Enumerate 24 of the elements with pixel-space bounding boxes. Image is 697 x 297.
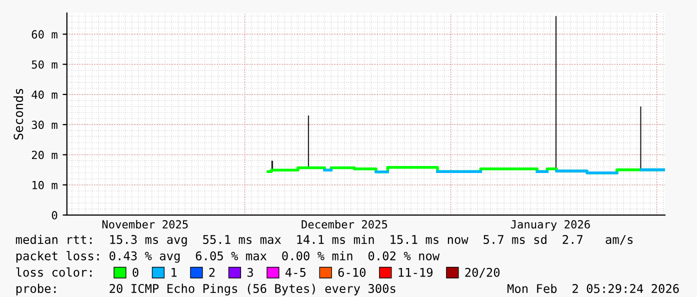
y-tick-label: 30 m bbox=[32, 120, 58, 130]
legend-label: 6-10 bbox=[338, 268, 366, 277]
legend-label: 0 bbox=[132, 268, 138, 277]
text: packet loss: 0.43 % avg 6.05 % max 0.00 % min 0.02 % now bbox=[16, 251, 440, 263]
legend-label: 4-5 bbox=[286, 268, 306, 277]
x-tick-label: November 2025 bbox=[102, 220, 188, 229]
legend-label: 11-19 bbox=[398, 268, 433, 277]
y-tick-label: 20 m bbox=[32, 150, 58, 160]
x-tick-label: December 2025 bbox=[302, 220, 388, 229]
legend-label: 2 bbox=[209, 268, 215, 277]
y-tick-label: 50 m bbox=[32, 60, 58, 69]
y-tick-label: 10 m bbox=[32, 180, 58, 190]
text: Mon Feb 2 05:29:24 2026 bbox=[507, 284, 679, 294]
text: median rtt: 15.3 ms avg 55.1 ms max 14.1 ms min 15.1 ms now 5.7 ms sd 2.7 am/s bbox=[16, 234, 633, 246]
text: probe: 20 ICMP Echo Pings (56 Bytes) every 300s bbox=[16, 284, 396, 296]
y-tick-label: 60 m bbox=[32, 30, 58, 39]
y-tick-label: 0 bbox=[52, 211, 58, 220]
y-axis-title: Seconds bbox=[13, 88, 24, 140]
legend-label: 20/20 bbox=[465, 268, 500, 278]
legend-label: 3 bbox=[247, 268, 253, 277]
legend-label: 1 bbox=[172, 268, 177, 277]
y-tick-label: 40 m bbox=[32, 90, 58, 99]
legend-title: loss color: bbox=[16, 267, 92, 277]
x-tick-label: January 2026 bbox=[510, 220, 590, 231]
